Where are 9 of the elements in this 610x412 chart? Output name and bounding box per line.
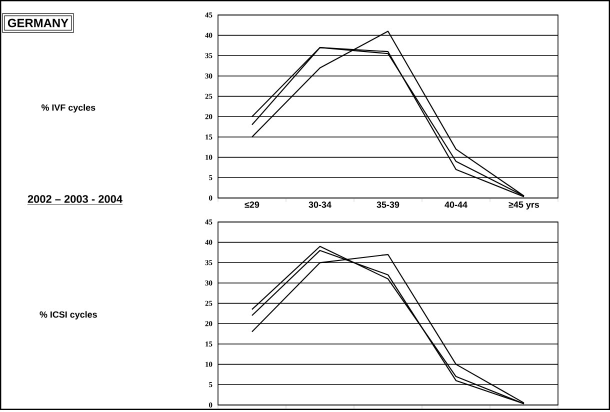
text: 2002 – 2003 - 2004 — [28, 195, 122, 203]
y-axis-title: % IVF cycles — [41, 104, 96, 113]
x-tick-label: ≤29 — [244, 202, 260, 208]
x-tick-label: 40-44 — [444, 202, 468, 208]
x-tick-label: ≥45 yrs — [508, 202, 540, 210]
x-tick-label: 35-39 — [376, 202, 400, 208]
text: GERMANY — [8, 18, 68, 28]
y-axis-title: % ICSI cycles — [40, 311, 97, 320]
x-tick-label: 30-34 — [308, 202, 332, 208]
